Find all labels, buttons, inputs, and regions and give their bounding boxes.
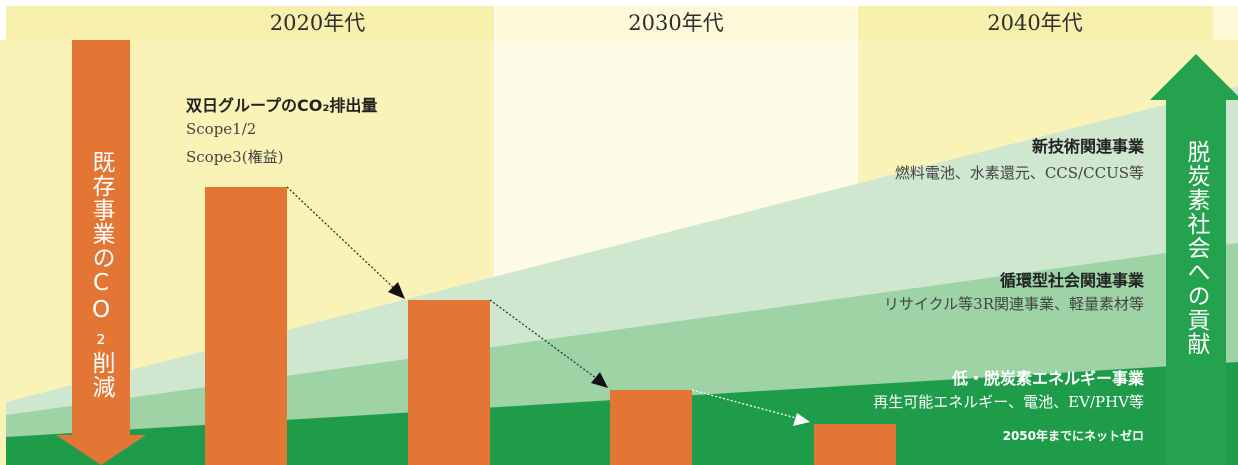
- trend-arrowhead-1: [388, 282, 405, 299]
- emission-bar-3: [610, 390, 692, 465]
- emission-bar-1: [205, 187, 287, 465]
- left-arrow-shaft: [72, 40, 130, 435]
- emissions-title: 双日グループのCO₂排出量: [186, 96, 378, 115]
- left-arrow-head: [56, 435, 146, 465]
- trend-arrowhead-3: [793, 413, 810, 426]
- band-low-carbon-title: 低・脱炭素エネルギー事業: [951, 369, 1144, 388]
- trend-arrowhead-2: [591, 372, 608, 388]
- right-arrow-shaft: [1166, 100, 1226, 465]
- trend-arrow-2: [489, 299, 601, 382]
- decade-label-2030s: 2030年代: [628, 11, 724, 35]
- trend-arrow-1: [286, 186, 399, 293]
- emission-bar-4: [814, 424, 896, 465]
- decade-label-2040s: 2040年代: [987, 11, 1083, 35]
- band-new-technology-title: 新技術関連事業: [1031, 137, 1144, 156]
- band-low-carbon-desc: 再生可能エネルギー、電池、EV/PHV等: [873, 393, 1144, 411]
- band-circular-society-desc: リサイクル等3R関連事業、軽量素材等: [883, 295, 1144, 313]
- right-arrow-head: [1150, 54, 1238, 100]
- emissions-scope3: Scope3(権益): [186, 148, 284, 166]
- emissions-scope12: Scope1/2: [186, 120, 257, 138]
- emission-bar-2: [408, 300, 490, 465]
- header-right-end: [1213, 6, 1238, 40]
- right-arrow-label: 脱炭素社会への貢献: [1183, 140, 1209, 356]
- net-zero-note: 2050年までにネットゼロ: [1002, 429, 1144, 443]
- band-circular-society-title: 循環型社会関連事業: [999, 271, 1144, 290]
- decade-label-2020s: 2020年代: [269, 11, 366, 35]
- header-2030s: [495, 6, 857, 40]
- band-new-technology-desc: 燃料電池、水素還元、CCS/CCUS等: [894, 164, 1144, 182]
- left-arrow-label: 既存事業のCO₂削減: [88, 150, 114, 399]
- trend-arrow-3: [691, 389, 801, 420]
